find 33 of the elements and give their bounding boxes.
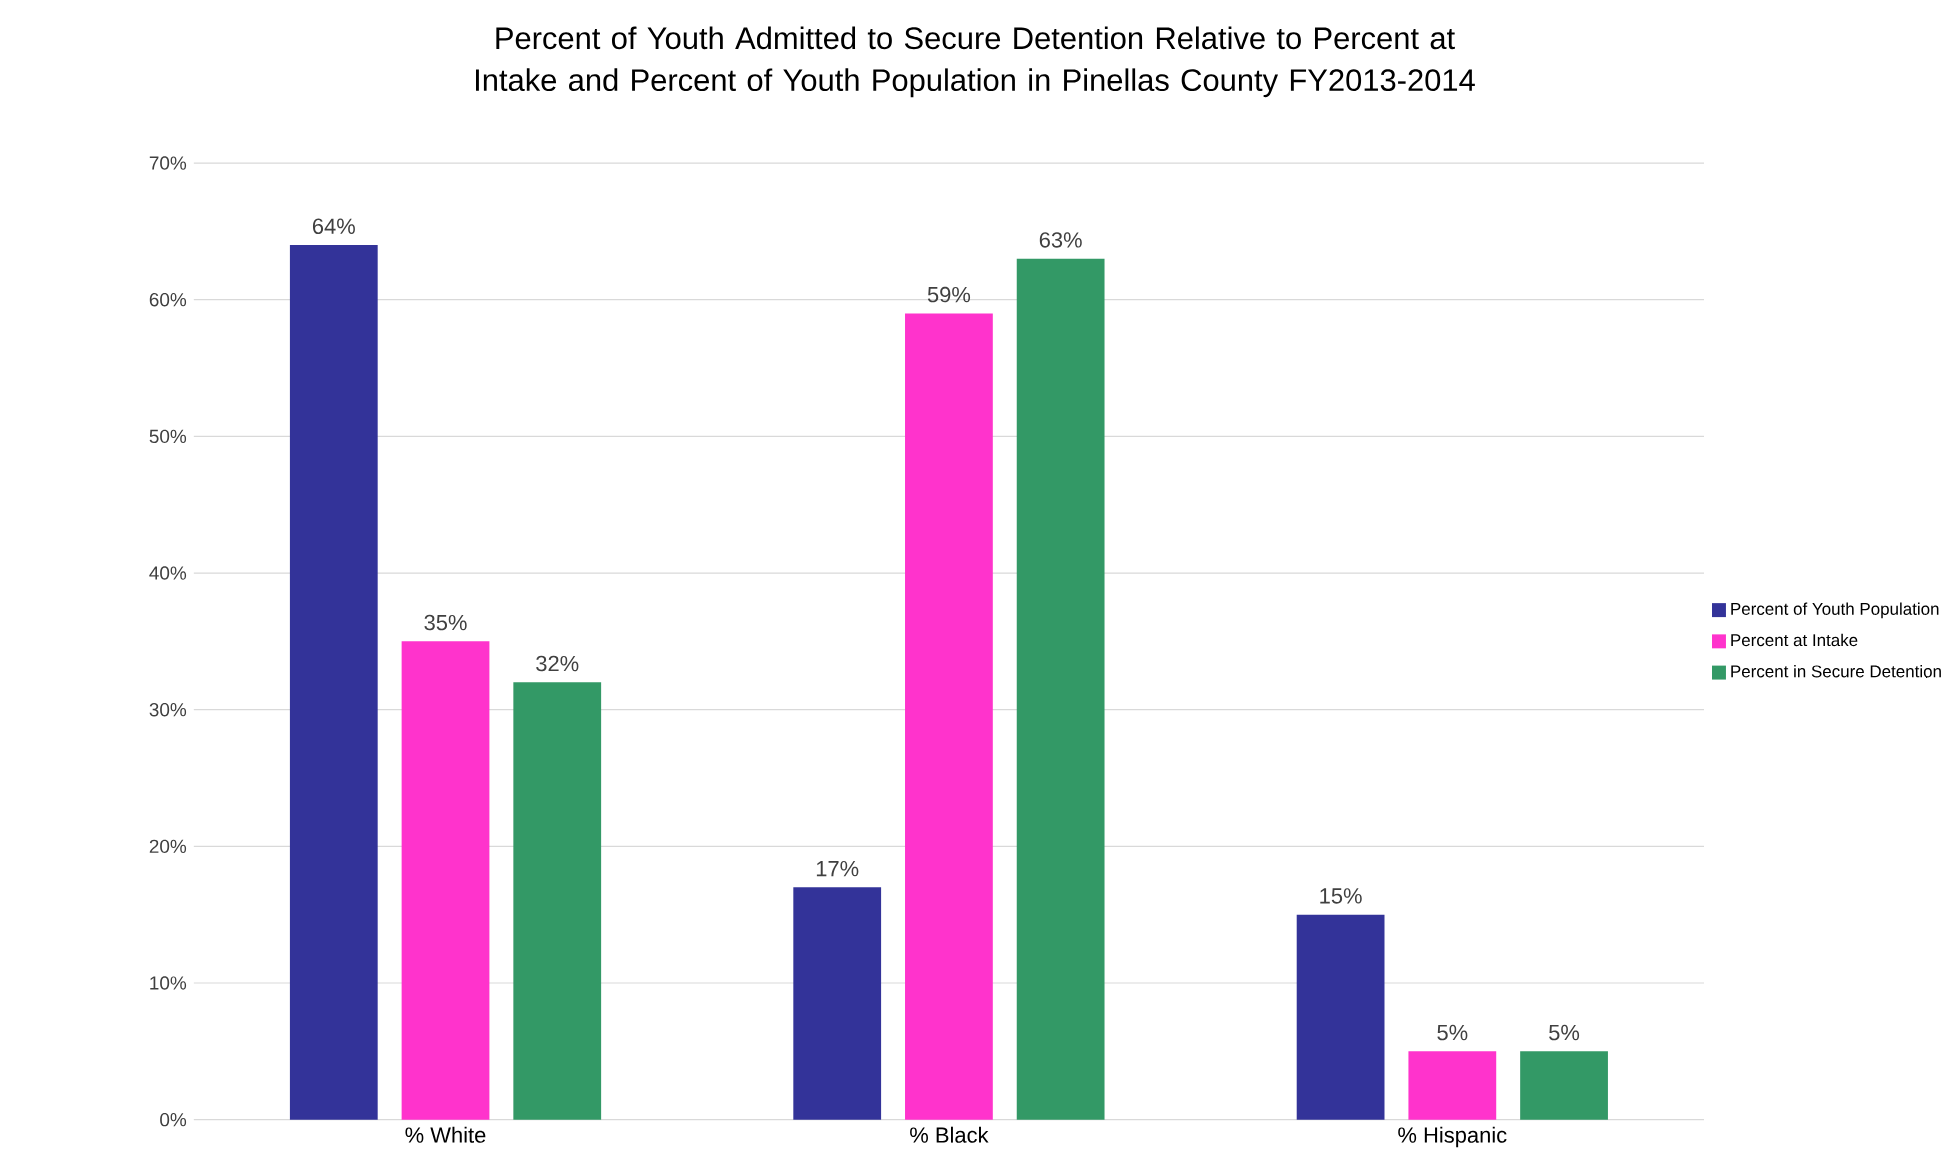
y-tick-label: 0% (160, 1112, 187, 1127)
data-label: 59% (927, 286, 971, 303)
y-tick-label: 50% (149, 429, 187, 444)
y-tick-label: 10% (150, 976, 187, 990)
bar (1520, 1051, 1608, 1120)
bar (793, 887, 882, 1120)
bar (513, 682, 602, 1120)
bar (905, 313, 993, 1120)
bar (1408, 1051, 1497, 1120)
data-label: 35% (424, 614, 467, 631)
data-label: 5% (1549, 1024, 1580, 1041)
data-label: 32% (536, 655, 579, 672)
y-tick-label: 70% (149, 156, 187, 170)
bar (1296, 914, 1385, 1120)
y-tick-label: 60% (149, 292, 187, 307)
x-tick-label: % Black (910, 1126, 989, 1143)
data-label: 15% (1320, 888, 1362, 904)
y-tick-label: 20% (149, 839, 187, 854)
bar (401, 641, 490, 1120)
legend-label: Percent in Secure Detention (1731, 664, 1941, 678)
bar (1016, 258, 1105, 1120)
data-label: 63% (1039, 232, 1082, 248)
legend-label: Percent at Intake (1731, 633, 1858, 647)
data-label: 5% (1437, 1024, 1468, 1041)
legend-label: Percent of Youth Population (1731, 602, 1939, 619)
bar (289, 245, 378, 1120)
chart-title: Percent of Youth Admitted to Secure Detention Relative to Percent at Intake and Percent of Youth Population in Pinellas County FY2013-2014 (476, 26, 1475, 98)
x-tick-label: % Hispanic (1398, 1126, 1507, 1148)
y-tick-label: 30% (149, 702, 187, 717)
y-tick-label: 40% (149, 566, 187, 580)
data-label: 64% (312, 218, 355, 234)
x-tick-label: % White (405, 1126, 486, 1143)
data-label: 17% (816, 860, 859, 877)
